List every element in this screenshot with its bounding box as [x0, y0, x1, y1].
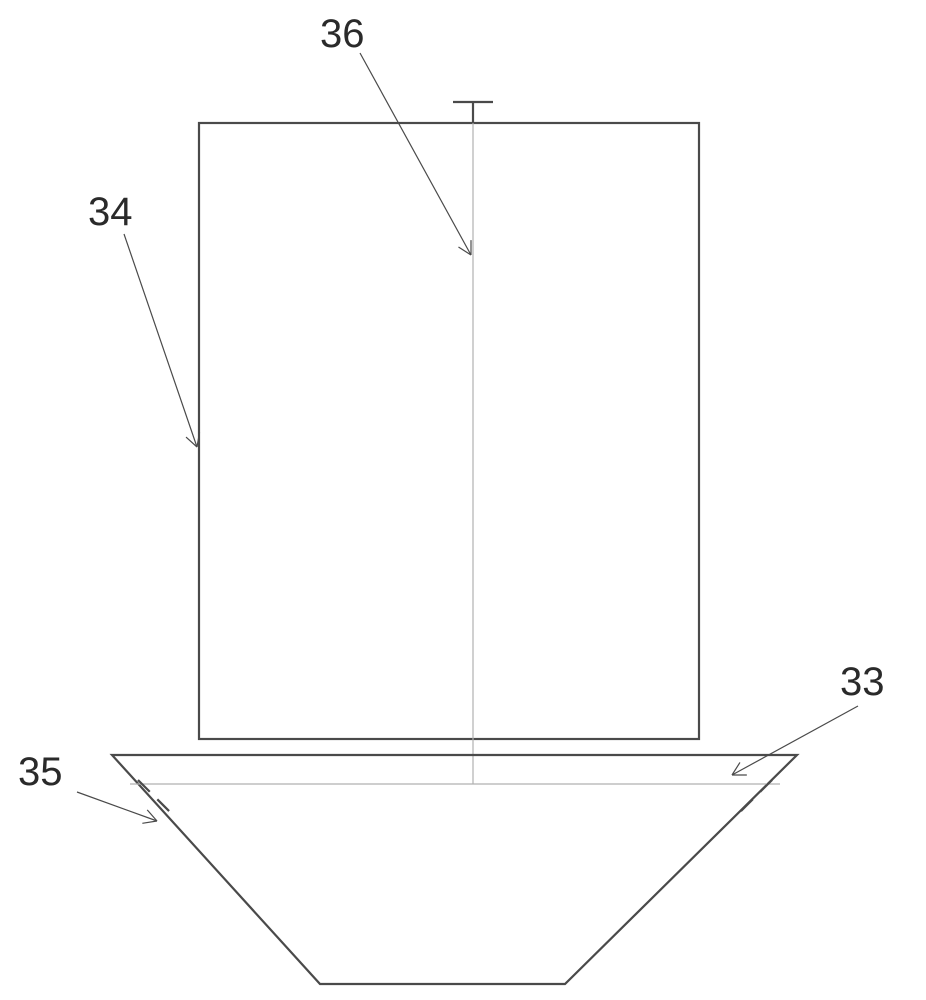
label-34: 34	[88, 190, 133, 235]
label-36: 36	[320, 12, 365, 57]
label-33: 33	[840, 660, 885, 705]
technical-diagram	[0, 0, 926, 1000]
label-35: 35	[18, 750, 63, 795]
